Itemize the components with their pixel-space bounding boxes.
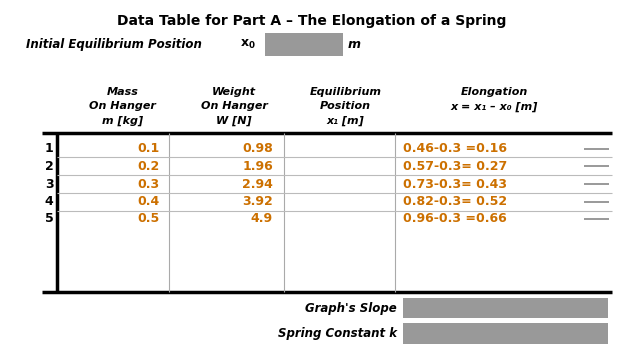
Text: 0.46-0.3 =0.16: 0.46-0.3 =0.16 (403, 142, 507, 155)
Text: 3.92: 3.92 (242, 195, 273, 209)
Text: $\mathbf{x_0}$: $\mathbf{x_0}$ (240, 38, 256, 51)
Text: 0.57-0.3= 0.27: 0.57-0.3= 0.27 (403, 160, 508, 173)
Text: Initial Equilibrium Position: Initial Equilibrium Position (26, 38, 202, 51)
Text: Graph's Slope: Graph's Slope (305, 302, 397, 314)
Text: Weight: Weight (212, 87, 256, 97)
Text: 0.98: 0.98 (242, 142, 273, 155)
Text: 0.3: 0.3 (138, 178, 159, 191)
Text: W [N]: W [N] (216, 116, 252, 126)
Text: 0.73-0.3= 0.43: 0.73-0.3= 0.43 (403, 178, 507, 191)
FancyBboxPatch shape (403, 298, 608, 318)
Text: Equilibrium: Equilibrium (310, 87, 382, 97)
FancyBboxPatch shape (265, 33, 343, 56)
FancyBboxPatch shape (403, 323, 608, 344)
Text: Position: Position (320, 102, 371, 112)
Text: 3: 3 (45, 178, 54, 191)
Text: 4: 4 (45, 195, 54, 209)
Text: m: m (348, 38, 361, 51)
Text: 0.2: 0.2 (137, 160, 159, 173)
Text: 4.9: 4.9 (251, 212, 273, 225)
Text: 1: 1 (45, 142, 54, 155)
Text: 2.94: 2.94 (242, 178, 273, 191)
Text: 1.96: 1.96 (242, 160, 273, 173)
Text: x = x₁ – x₀ [m]: x = x₁ – x₀ [m] (451, 101, 538, 112)
Text: Mass: Mass (107, 87, 138, 97)
Text: 0.96-0.3 =0.66: 0.96-0.3 =0.66 (403, 212, 507, 225)
Text: 0.5: 0.5 (137, 212, 159, 225)
Text: x₁ [m]: x₁ [m] (326, 116, 364, 126)
Text: On Hanger: On Hanger (201, 102, 267, 112)
Text: Data Table for Part A – The Elongation of a Spring: Data Table for Part A – The Elongation o… (117, 14, 506, 28)
Text: Elongation: Elongation (461, 87, 528, 97)
Text: 5: 5 (45, 212, 54, 225)
Text: On Hanger: On Hanger (89, 102, 156, 112)
Text: 2: 2 (45, 160, 54, 173)
Text: 0.82-0.3= 0.52: 0.82-0.3= 0.52 (403, 195, 507, 209)
Text: Spring Constant k: Spring Constant k (278, 327, 397, 340)
Text: 0.4: 0.4 (137, 195, 159, 209)
Text: 0.1: 0.1 (137, 142, 159, 155)
Text: m [kg]: m [kg] (102, 116, 143, 126)
